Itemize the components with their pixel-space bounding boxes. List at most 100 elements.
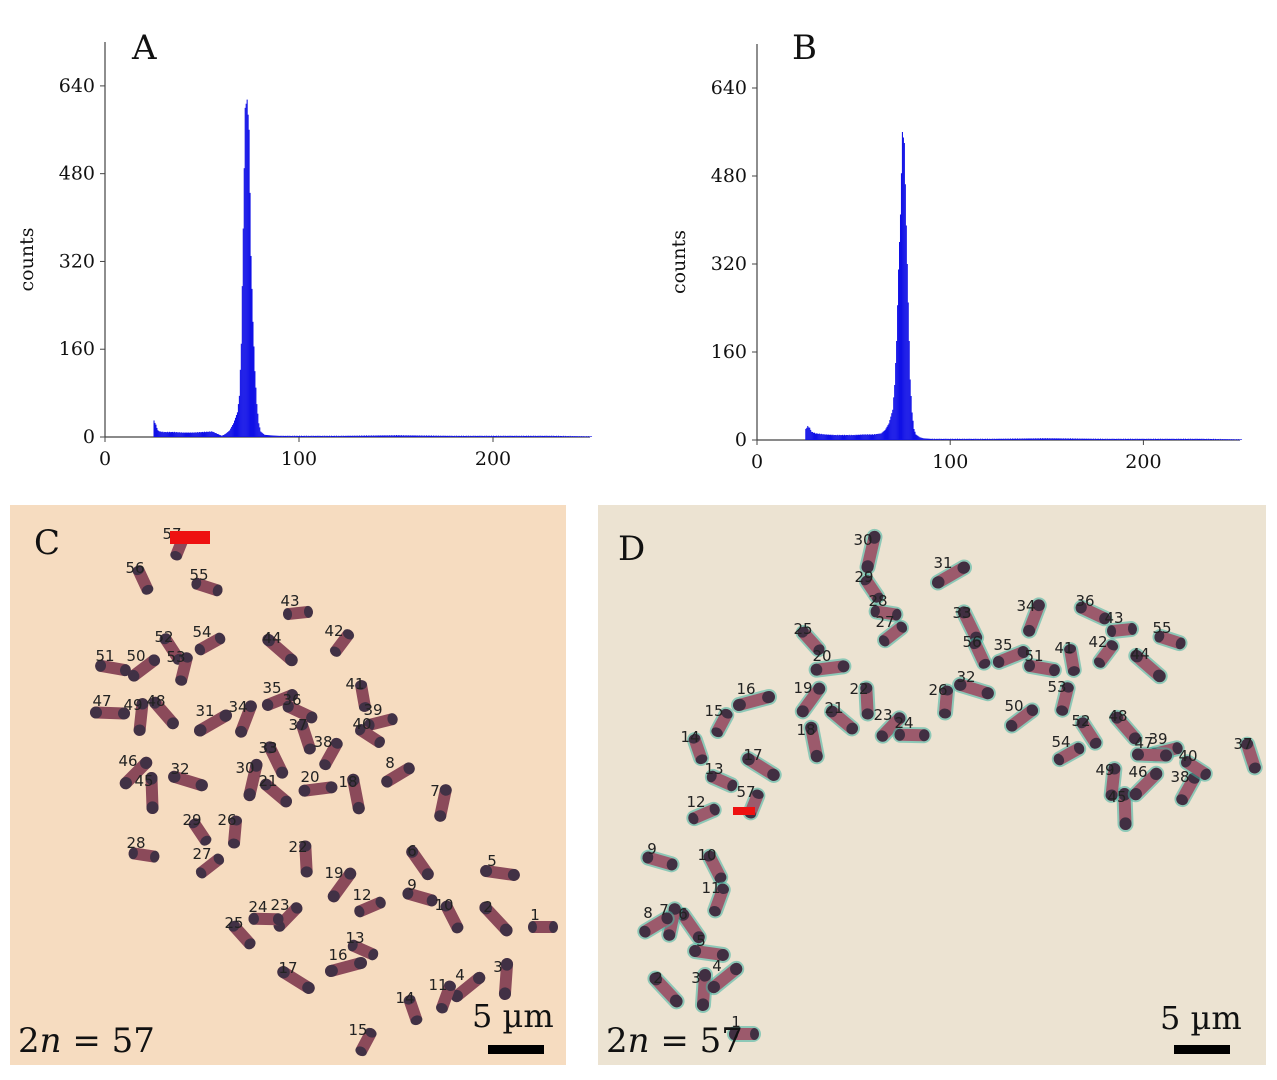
histogram-bar [571,436,573,437]
histogram-bar [1183,439,1186,440]
histogram-bar [313,436,315,437]
chromosome-label: 3 [493,958,503,976]
histogram-bar [1031,438,1033,440]
histogram-bar [245,103,247,437]
histogram-bar [1107,439,1109,440]
histogram-bar [474,435,476,437]
histogram-bar [1153,438,1155,440]
histogram-bar [531,436,533,437]
histogram-bar [475,436,477,437]
x-tick-label: 100 [932,451,968,473]
histogram-bar [1190,439,1192,440]
chromosome [248,912,284,926]
chromosome [1054,680,1076,718]
chromosome-label: 35 [993,636,1012,654]
karyotype-panel-c: 1 2 3 4 5 6 7 8 9 10 11 12 13 14 15 16 17 18 19 20 21 22 23 24 2… [10,505,566,1065]
histogram-bar [492,436,494,437]
histogram-bar [520,436,522,437]
chromosome-label: 9 [647,840,657,858]
histogram-bar [202,432,205,437]
histogram-bar [1155,439,1158,440]
x-tick-label: 200 [1125,451,1161,473]
histogram-bar [1174,438,1176,440]
histogram-bar [388,435,390,437]
histogram-bar [160,431,162,437]
panel-label-d: D [618,529,646,569]
histogram-bar [248,129,250,437]
histogram-bar [236,412,238,437]
histogram-bar [1225,439,1227,441]
chromosome [195,853,225,879]
histogram-bar [453,435,455,437]
histogram-bar [426,435,428,437]
histogram-bar [559,435,561,437]
chromosome-label: 21 [824,699,843,717]
histogram-bar [1098,439,1101,440]
histogram-bar [1075,438,1077,440]
histogram-bar [298,436,300,437]
histogram-bar [278,435,280,437]
chromosome [1004,702,1040,734]
histogram-bar [1037,438,1039,440]
histogram-bar [153,420,155,437]
histogram-bar [481,435,483,437]
histogram-bar [251,288,253,437]
chromosome-label: 40 [352,715,371,733]
chromosome-label: 3 [691,969,701,987]
histogram-bar [543,436,545,437]
histogram-bar [269,435,271,437]
chromosome [952,676,996,702]
histogram-bar [1227,439,1229,441]
chromosome [694,967,714,1013]
histogram-bar [902,137,904,440]
chromosome-label: 29 [854,568,873,586]
histogram-bar [997,439,999,440]
histogram-bar [587,436,589,438]
histogram-bar [915,434,917,440]
histogram-bar [1224,438,1226,440]
histogram-bar [891,413,893,440]
histogram-bar [156,427,158,437]
histogram-bar [217,433,219,437]
histogram-bar [219,435,221,437]
histogram-bar [1071,438,1073,440]
histogram-bar [336,436,338,437]
histogram-bar [830,434,832,440]
histogram-bar [460,436,462,437]
histogram-bar [511,435,513,437]
histogram-bar [840,435,842,440]
histogram-bar [1115,438,1117,440]
histogram-bar [855,434,857,440]
histogram-bar [358,435,360,437]
chromosome [701,848,729,886]
histogram-bar [1126,439,1128,440]
histogram-bar [252,321,254,437]
histogram-bar [491,435,493,437]
histogram-bar [552,436,554,437]
histogram-bar [360,435,362,437]
chromosome [930,559,972,591]
histogram-bar [371,435,373,437]
histogram-bar [586,436,588,437]
histogram-bar [482,435,484,437]
histogram-bar [504,435,506,437]
histogram-bar [202,431,204,437]
histogram-bar [273,435,275,437]
histogram-bar [1211,439,1214,440]
histogram-bar [912,420,914,440]
histogram-bar [1047,438,1049,440]
histogram-bar [429,435,432,437]
histogram-bar [895,363,897,440]
histogram-bar [557,435,560,437]
histogram-bar [812,431,814,440]
histogram-bar [1029,438,1031,440]
histogram-bar [1052,438,1054,440]
histogram-bar [381,435,383,437]
histogram-bar [1116,438,1118,440]
histogram-bar [524,435,526,437]
chromosome-label: 33 [952,604,971,622]
histogram-bar [1040,438,1042,440]
histogram-bar [234,420,236,437]
histogram-bar [842,434,844,440]
histogram-bar [231,426,233,437]
